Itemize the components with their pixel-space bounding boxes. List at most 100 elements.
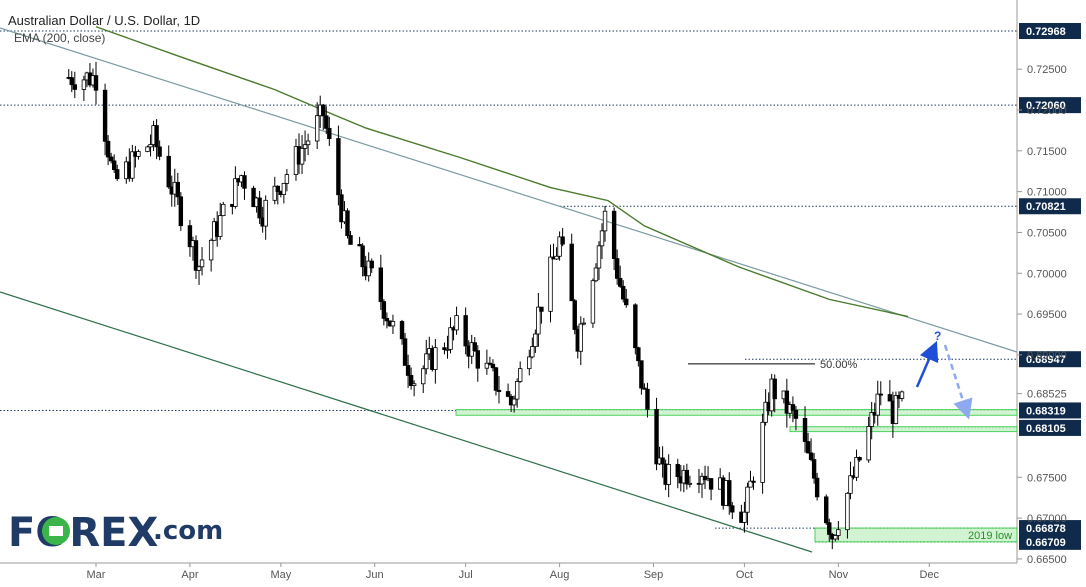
candle xyxy=(115,164,120,181)
candle-body xyxy=(157,146,162,157)
candle-body xyxy=(836,529,841,536)
candle-body xyxy=(336,138,341,196)
level-label-box xyxy=(1019,23,1081,40)
candle-body xyxy=(639,360,644,389)
candle-body xyxy=(602,210,608,232)
candle-body xyxy=(533,333,538,348)
candle-body xyxy=(554,255,559,260)
candle xyxy=(845,492,850,539)
y-tick-label: 0.68525 xyxy=(1027,389,1067,401)
candle xyxy=(578,316,583,366)
candle-body xyxy=(708,478,714,490)
candle xyxy=(399,319,405,345)
candle xyxy=(602,205,608,242)
candle-body xyxy=(115,169,120,180)
candle xyxy=(869,401,874,440)
candle-body xyxy=(599,230,605,247)
candle xyxy=(242,171,247,200)
candle-body xyxy=(590,280,596,324)
candle-body xyxy=(854,457,859,478)
candle-body xyxy=(730,505,735,513)
candle-body xyxy=(154,125,159,148)
level-label: 0.72060 xyxy=(1026,100,1066,112)
candle-body xyxy=(69,77,74,86)
candle-body xyxy=(751,480,756,483)
candles xyxy=(66,61,905,550)
candle-body xyxy=(848,475,853,494)
candle-body xyxy=(448,327,453,350)
candle-body xyxy=(275,185,280,192)
candle xyxy=(790,396,796,423)
candle xyxy=(421,365,426,394)
candle xyxy=(154,119,159,160)
candle-body xyxy=(633,304,638,349)
candle xyxy=(263,195,268,240)
candle xyxy=(593,263,599,283)
candle xyxy=(424,339,429,375)
candle-body xyxy=(569,243,574,302)
candle-body xyxy=(593,267,599,282)
level-label: 0.68947 xyxy=(1026,354,1066,366)
candle xyxy=(166,145,171,189)
level-label: 0.72968 xyxy=(1026,26,1066,38)
candle xyxy=(105,135,111,166)
candle-body xyxy=(642,387,647,390)
candle xyxy=(381,299,387,326)
trend-lines xyxy=(0,27,1018,553)
candle-body xyxy=(411,383,417,386)
level-label-box xyxy=(1019,351,1081,368)
candle xyxy=(69,71,74,93)
y-tick-label: 0.72000 xyxy=(1027,105,1067,117)
candle-body xyxy=(221,203,226,217)
candle xyxy=(748,470,753,488)
level-label-box xyxy=(1019,533,1081,550)
candle xyxy=(687,475,693,488)
candle-body xyxy=(384,317,390,322)
candle xyxy=(684,463,690,490)
candle-body xyxy=(405,365,411,376)
x-tick-label: Dec xyxy=(919,569,939,581)
candle xyxy=(81,75,87,101)
candle xyxy=(793,405,799,431)
candle-body xyxy=(81,79,87,90)
candle xyxy=(130,144,135,182)
candle-body xyxy=(111,160,117,171)
candle xyxy=(314,102,320,150)
candle-body xyxy=(327,127,332,139)
candle xyxy=(569,233,574,302)
candle xyxy=(808,438,814,462)
candle-body xyxy=(511,398,517,406)
candle-body xyxy=(611,210,617,259)
candle xyxy=(836,521,841,541)
candle xyxy=(102,83,108,156)
candle-body xyxy=(666,464,671,485)
candle xyxy=(572,298,577,335)
candle-body xyxy=(772,378,777,400)
candle-body xyxy=(218,215,223,237)
x-tick-label: Oct xyxy=(736,569,753,581)
candle-body xyxy=(845,492,850,531)
candle-body xyxy=(421,368,426,385)
candle xyxy=(472,337,477,352)
candle xyxy=(187,219,193,257)
candle xyxy=(633,303,638,355)
candle-body xyxy=(108,156,114,162)
candle xyxy=(745,482,750,526)
candle-body xyxy=(614,258,620,279)
y-tick-label: 0.69000 xyxy=(1027,350,1067,362)
candle xyxy=(463,307,468,355)
candle-body xyxy=(814,477,820,498)
candle-body xyxy=(187,225,193,248)
candle-body xyxy=(493,367,499,391)
candle xyxy=(866,416,871,463)
candle-body xyxy=(105,140,111,158)
candle xyxy=(218,202,223,240)
candle xyxy=(339,189,344,229)
low-label: 2019 low xyxy=(968,530,1012,542)
candle xyxy=(639,360,644,395)
horizontal-levels: 0.72968 0.72060 0.70821 0.68947 0.68319 0.681… xyxy=(0,23,1081,550)
lower-trendline xyxy=(0,291,813,553)
candle xyxy=(208,238,214,272)
candle xyxy=(814,472,820,501)
candle xyxy=(442,342,447,355)
